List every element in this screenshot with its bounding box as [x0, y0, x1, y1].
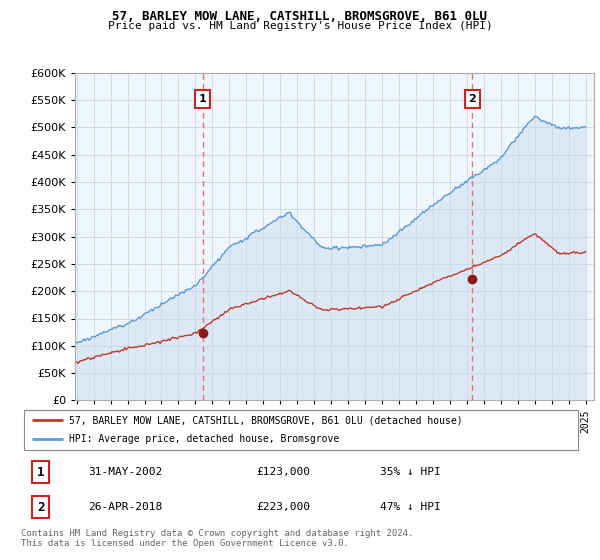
Text: HPI: Average price, detached house, Bromsgrove: HPI: Average price, detached house, Brom…	[68, 435, 339, 445]
Text: 1: 1	[199, 94, 206, 104]
Text: £223,000: £223,000	[257, 502, 311, 512]
Text: 26-APR-2018: 26-APR-2018	[88, 502, 163, 512]
Text: 31-MAY-2002: 31-MAY-2002	[88, 467, 163, 477]
Text: Price paid vs. HM Land Registry's House Price Index (HPI): Price paid vs. HM Land Registry's House …	[107, 21, 493, 31]
Text: 47% ↓ HPI: 47% ↓ HPI	[380, 502, 441, 512]
Text: 1: 1	[37, 465, 44, 479]
Text: £123,000: £123,000	[257, 467, 311, 477]
Text: 57, BARLEY MOW LANE, CATSHILL, BROMSGROVE, B61 0LU: 57, BARLEY MOW LANE, CATSHILL, BROMSGROV…	[113, 10, 487, 23]
Text: 2: 2	[37, 501, 44, 514]
Text: Contains HM Land Registry data © Crown copyright and database right 2024.
This d: Contains HM Land Registry data © Crown c…	[21, 529, 413, 548]
FancyBboxPatch shape	[24, 410, 578, 450]
Text: 57, BARLEY MOW LANE, CATSHILL, BROMSGROVE, B61 0LU (detached house): 57, BARLEY MOW LANE, CATSHILL, BROMSGROV…	[68, 415, 463, 425]
Text: 2: 2	[469, 94, 476, 104]
Text: 35% ↓ HPI: 35% ↓ HPI	[380, 467, 441, 477]
